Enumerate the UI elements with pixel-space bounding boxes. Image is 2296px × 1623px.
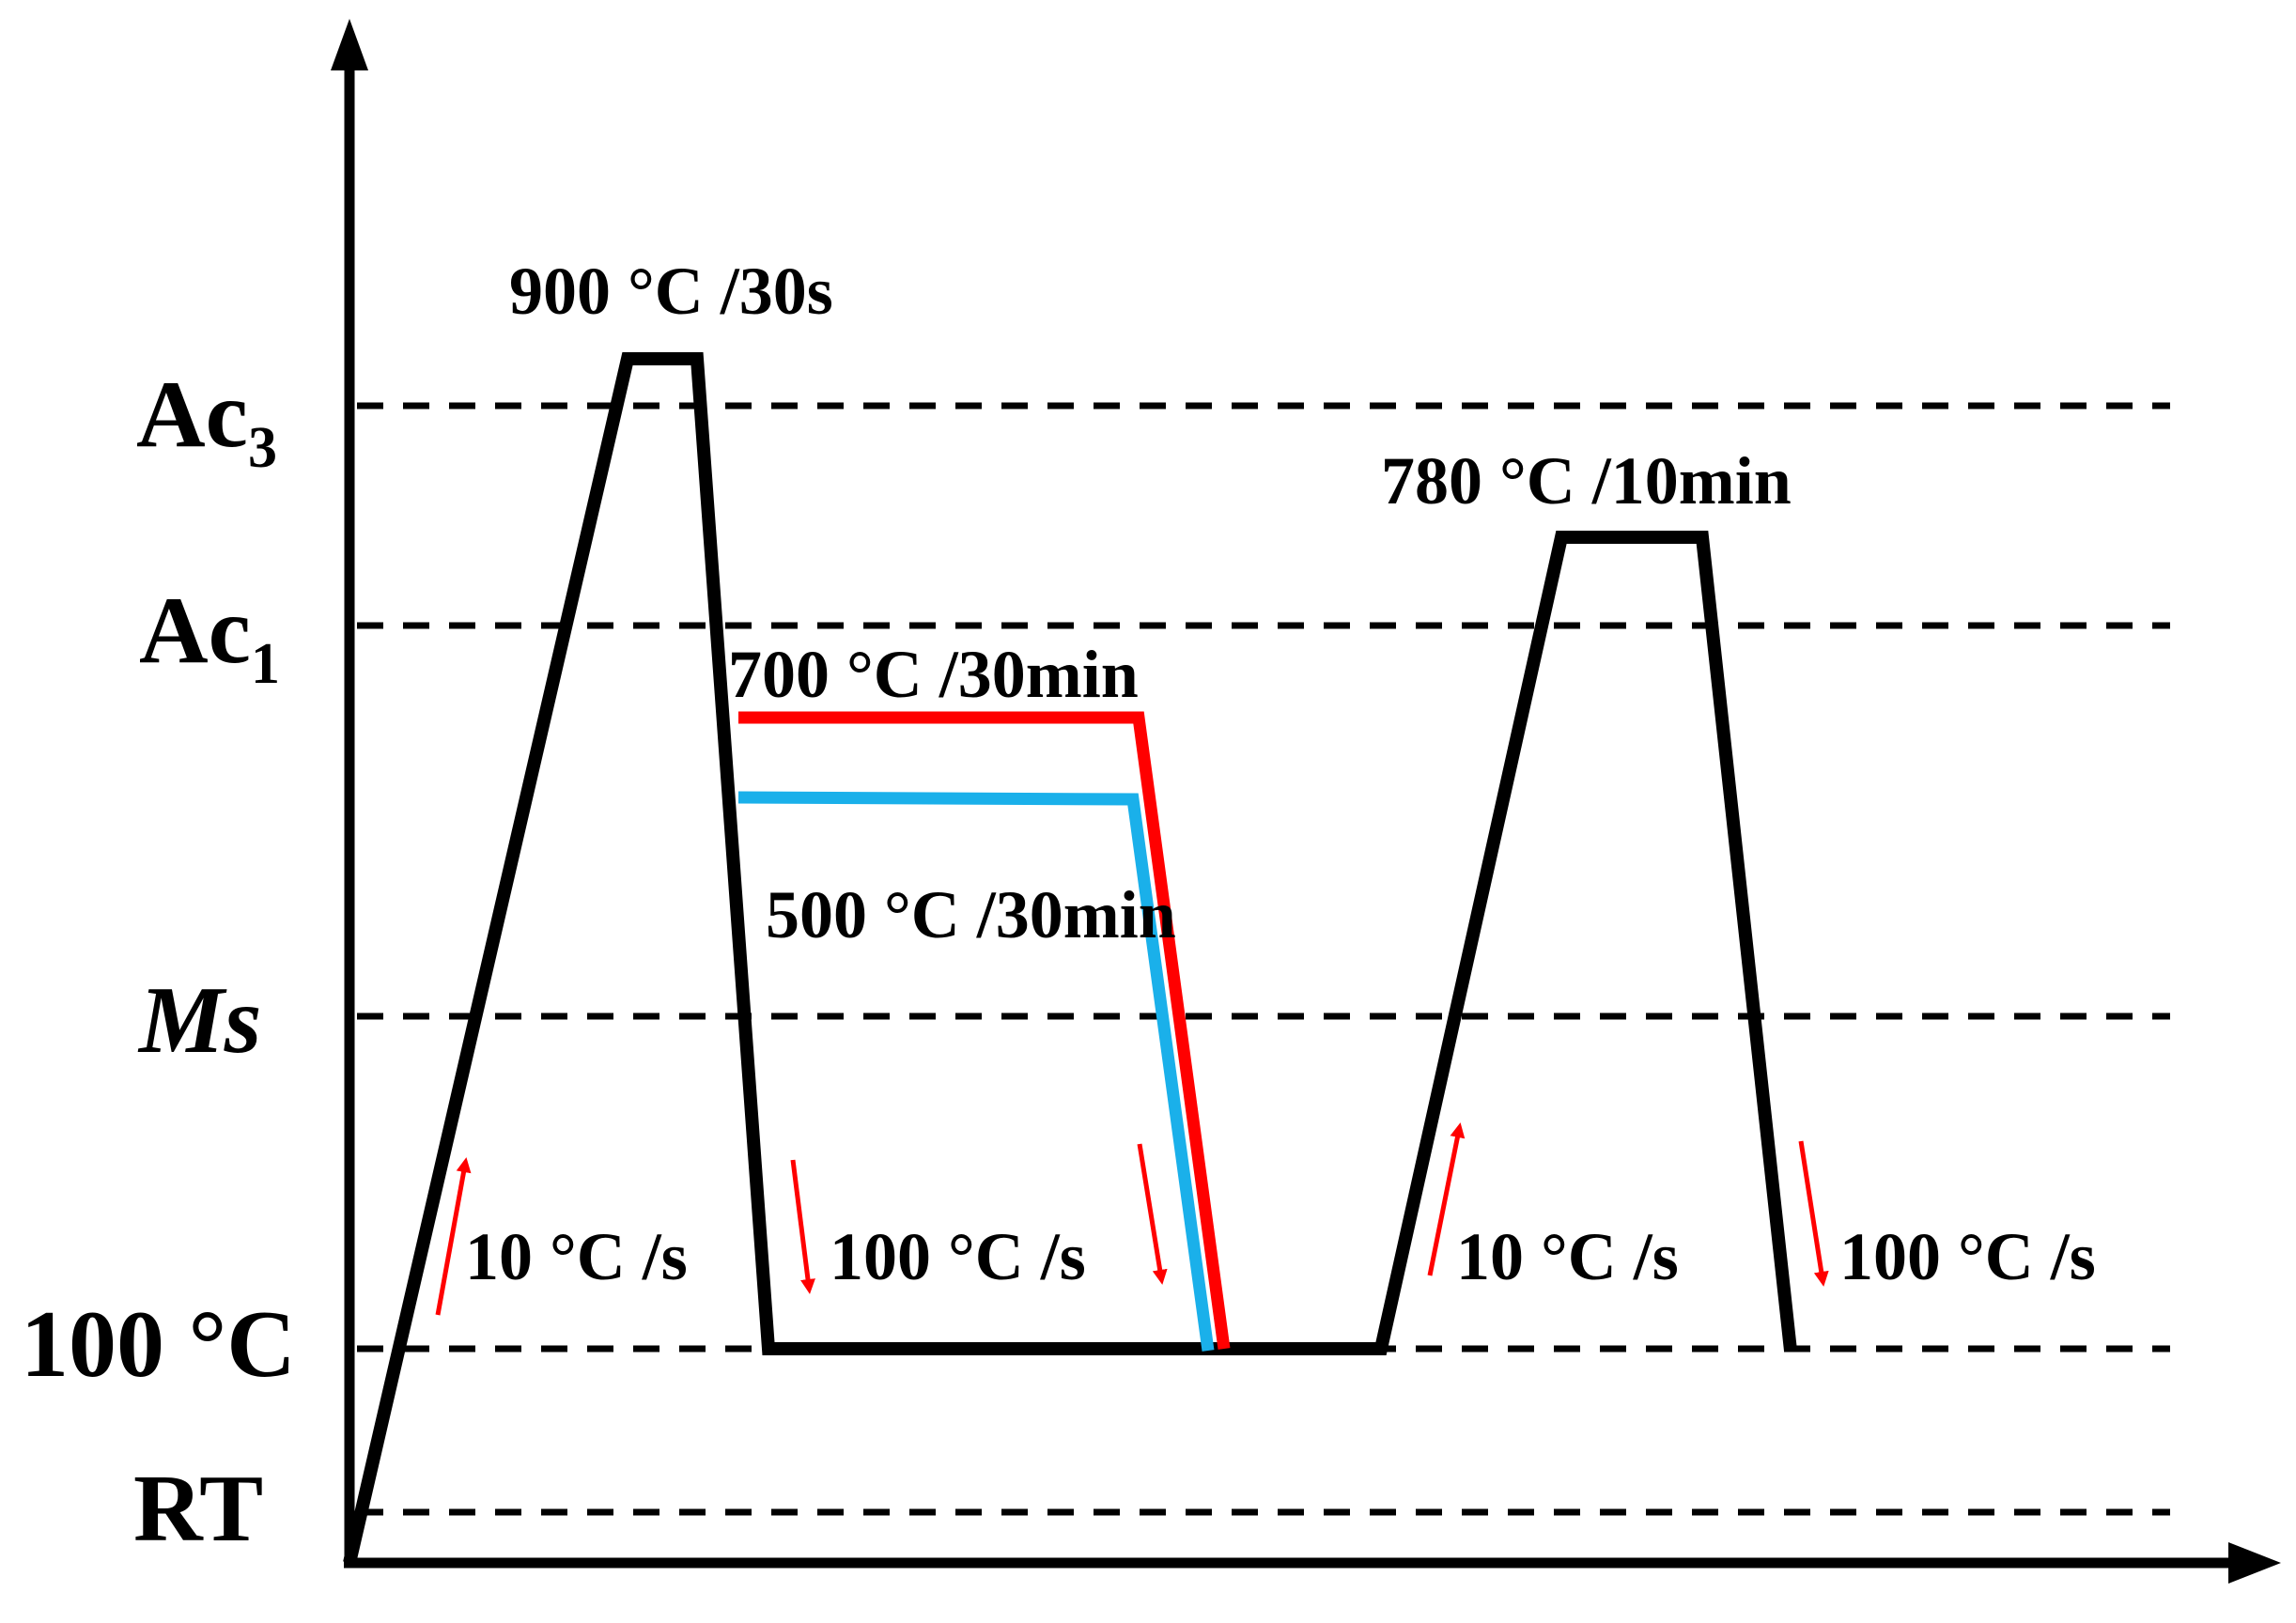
hold-900-label: 900 °C /30s — [509, 254, 833, 329]
ms-label: Ms — [137, 967, 261, 1074]
heat-rate-1-label: 10 °C /s — [465, 1219, 688, 1294]
arrow-down-icon — [1137, 1143, 1168, 1285]
cool-rate-1-label: 100 °C /s — [830, 1219, 1086, 1294]
rate-arrows — [435, 1122, 1829, 1316]
y-axis-labels: Ac3 Ac1 Ms 100 °C RT — [21, 362, 296, 1562]
reference-lines — [357, 402, 2170, 1516]
route-700-path — [738, 711, 1231, 1350]
time-axis-arrowhead — [2228, 1542, 2281, 1584]
route-500-path — [737, 791, 1215, 1352]
arrow-up-icon — [1427, 1122, 1466, 1276]
axes — [331, 19, 2281, 1584]
main-thermal-cycle-path — [343, 352, 1797, 1565]
arrow-down-icon — [1798, 1140, 1829, 1287]
t100-label: 100 °C — [21, 1291, 296, 1398]
rt-label: RT — [133, 1456, 263, 1562]
rate-labels: 10 °C /s 100 °C /s 10 °C /s 100 °C /s — [465, 1219, 2096, 1294]
heat-rate-2-label: 10 °C /s — [1456, 1219, 1679, 1294]
hold-500-label: 500 °C /30min — [766, 877, 1176, 952]
hold-700-label: 700 °C /30min — [728, 637, 1139, 712]
arrow-down-icon — [790, 1159, 815, 1294]
temperature-axis-arrowhead — [331, 19, 368, 70]
ac1-label: Ac1 — [139, 578, 280, 696]
arrow-up-icon — [435, 1157, 472, 1316]
hold-annotations: 900 °C /30s 780 °C /10min 700 °C /30min … — [509, 254, 1792, 952]
hold-780-label: 780 °C /10min — [1381, 443, 1792, 518]
cool-rate-2-label: 100 °C /s — [1839, 1219, 2096, 1294]
ac3-label: Ac3 — [136, 362, 277, 480]
